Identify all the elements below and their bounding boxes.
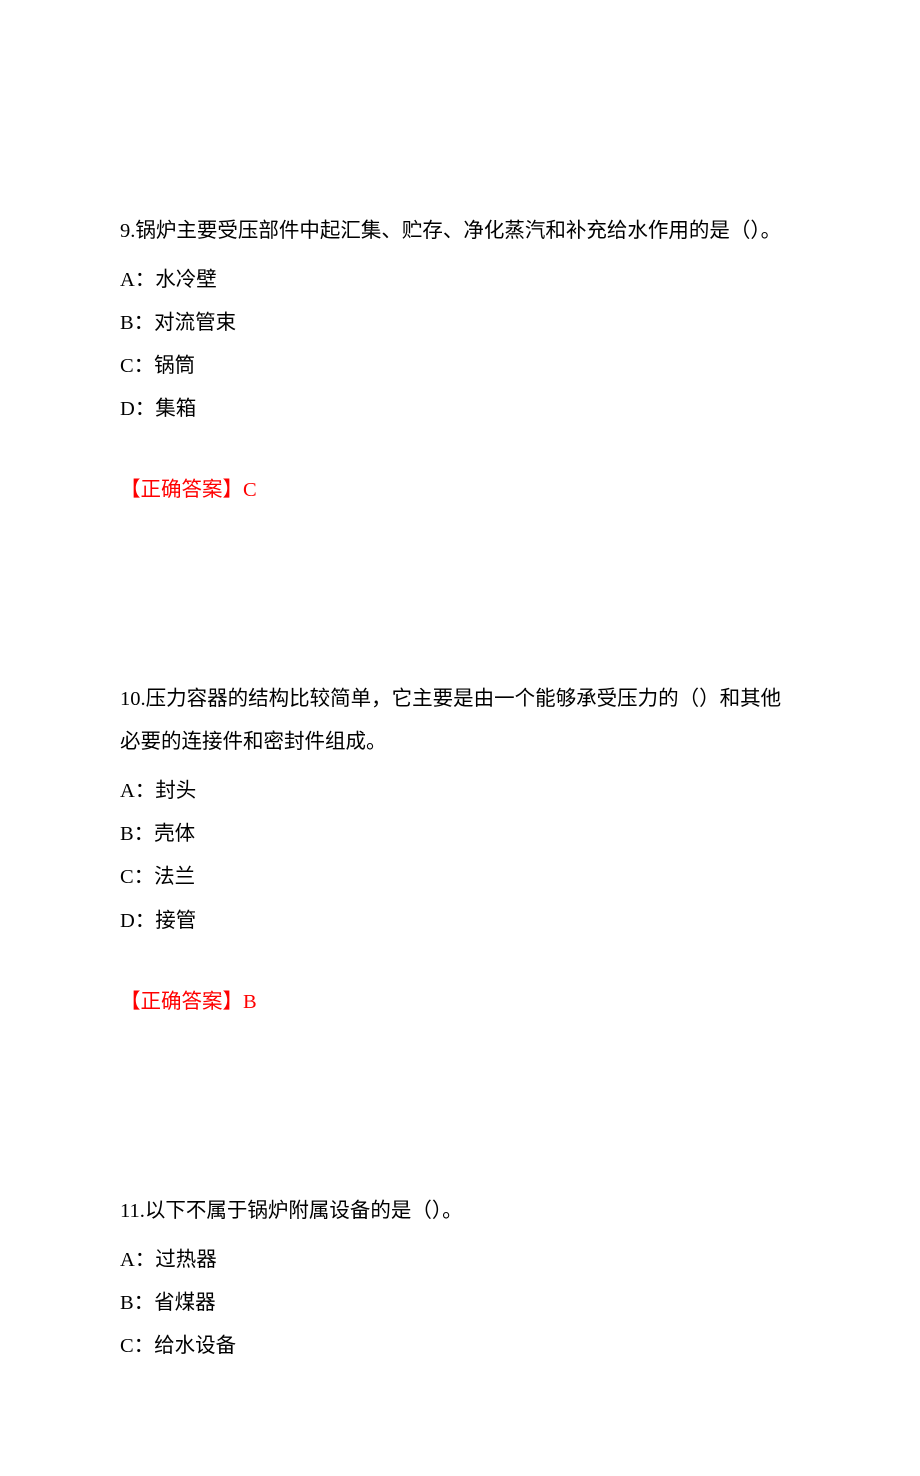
answer-label: 【正确答案】 <box>120 479 243 501</box>
answer-value: B <box>243 991 257 1013</box>
question-number: 9. <box>120 220 135 242</box>
option-b: B：对流管束 <box>120 302 800 345</box>
question-text: 10.压力容器的结构比较简单，它主要是由一个能够承受压力的（）和其他必要的连接件… <box>120 678 800 764</box>
option-c: C：法兰 <box>120 856 800 899</box>
option-d: D：集箱 <box>120 388 800 431</box>
answer-line: 【正确答案】C <box>120 469 800 512</box>
question-block-10: 10.压力容器的结构比较简单，它主要是由一个能够承受压力的（）和其他必要的连接件… <box>120 678 800 1023</box>
option-b: B：壳体 <box>120 813 800 856</box>
answer-line: 【正确答案】B <box>120 981 800 1024</box>
question-block-11: 11.以下不属于锅炉附属设备的是（）。 A：过热器 B：省煤器 C：给水设备 <box>120 1190 800 1368</box>
option-c: C：锅筒 <box>120 345 800 388</box>
question-body: 压力容器的结构比较简单，它主要是由一个能够承受压力的（）和其他必要的连接件和密封… <box>120 688 781 753</box>
document-page: 9.锅炉主要受压部件中起汇集、贮存、净化蒸汽和补充给水作用的是（）。 A：水冷壁… <box>0 0 920 1476</box>
question-text: 9.锅炉主要受压部件中起汇集、贮存、净化蒸汽和补充给水作用的是（）。 <box>120 210 800 253</box>
question-body: 以下不属于锅炉附属设备的是（）。 <box>145 1200 463 1222</box>
spacer <box>120 560 800 678</box>
option-c: C：给水设备 <box>120 1325 800 1368</box>
option-d: D：接管 <box>120 900 800 943</box>
option-a: A：过热器 <box>120 1239 800 1282</box>
question-block-9: 9.锅炉主要受压部件中起汇集、贮存、净化蒸汽和补充给水作用的是（）。 A：水冷壁… <box>120 210 800 512</box>
question-body: 锅炉主要受压部件中起汇集、贮存、净化蒸汽和补充给水作用的是（）。 <box>135 220 781 242</box>
answer-value: C <box>243 479 257 501</box>
option-b: B：省煤器 <box>120 1282 800 1325</box>
answer-label: 【正确答案】 <box>120 991 243 1013</box>
question-text: 11.以下不属于锅炉附属设备的是（）。 <box>120 1190 800 1233</box>
question-number: 10. <box>120 688 146 710</box>
spacer <box>120 1072 800 1190</box>
question-number: 11. <box>120 1200 145 1222</box>
option-a: A：水冷壁 <box>120 259 800 302</box>
option-a: A：封头 <box>120 770 800 813</box>
